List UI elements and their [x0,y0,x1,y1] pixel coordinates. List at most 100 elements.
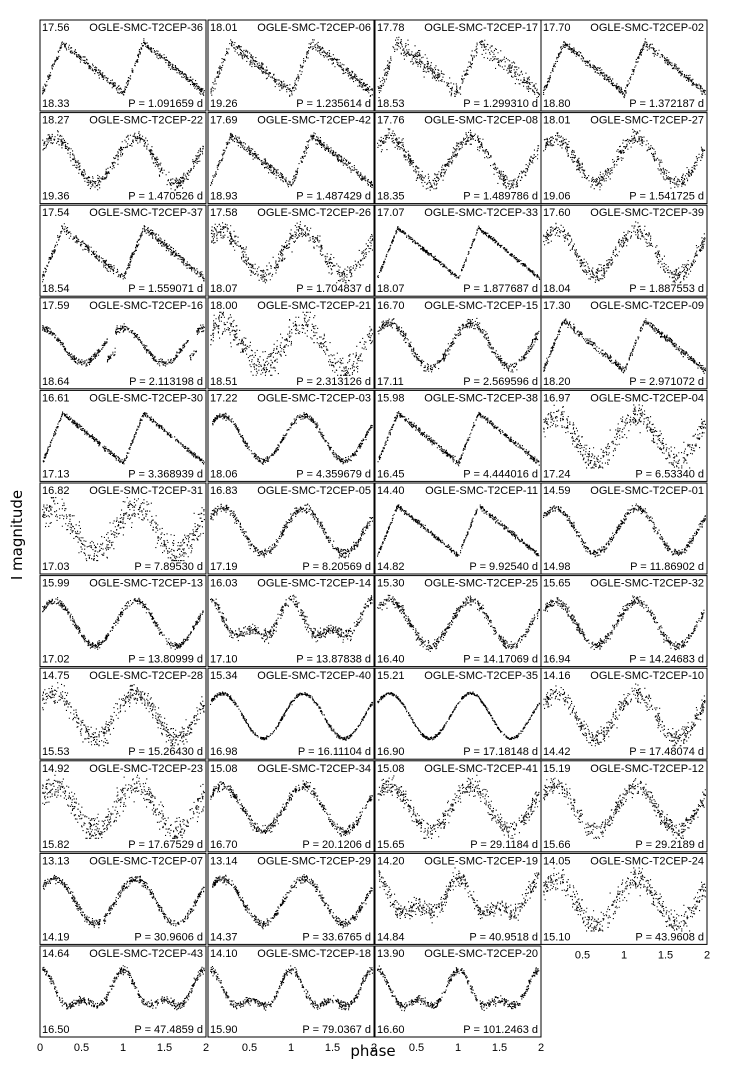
panel-mag-top: 15.98 [377,392,405,404]
panel-frame [39,852,207,945]
panel-mag-top: 14.59 [543,485,571,497]
panel-frame [207,482,375,575]
panel-star-name: OGLE-SMC-T2CEP-26 [257,207,371,219]
panel-mag-bottom: 19.36 [42,191,70,203]
panel-mag-bottom: 18.33 [42,98,70,110]
panel-frame [207,19,375,112]
light-curve-points [377,594,540,652]
panel-period: P = 1.887553 d [629,283,704,295]
light-curve-points [543,318,706,374]
panel-period: P = 101.2463 d [463,1024,538,1036]
light-curve-points [210,311,373,376]
panel-mag-bottom: 14.19 [42,931,70,943]
panel-star-name: OGLE-SMC-T2CEP-10 [590,670,704,682]
panel-star-name: OGLE-SMC-T2CEP-20 [424,948,538,960]
panel-mag-bottom: 18.35 [377,191,405,203]
light-curve-points [543,595,705,651]
panel-star-name: OGLE-SMC-T2CEP-17 [424,22,538,34]
panel-star-name: OGLE-SMC-T2CEP-19 [424,855,538,867]
light-curve-panel: 17.58 OGLE-SMC-T2CEP-26 18.07 P = 1.704837 … [207,204,375,297]
panel-frame [374,575,542,668]
panel-period: P = 1.877687 d [463,283,538,295]
panel-period: P = 4.444016 d [463,468,538,480]
light-curve-points [210,691,374,741]
light-curve-points [212,412,373,465]
panel-frame [207,667,375,760]
panel-frame [39,204,207,297]
panel-mag-bottom: 17.13 [42,468,70,480]
panel-star-name: OGLE-SMC-T2CEP-25 [424,578,538,590]
panel-period: P = 1.559071 d [128,283,203,295]
light-curve-points [543,777,706,839]
panel-mag-top: 16.70 [377,300,405,312]
panel-mag-bottom: 17.19 [210,561,238,573]
panel-star-name: OGLE-SMC-T2CEP-02 [590,22,704,34]
x-tick-label: 1.5 [492,1042,507,1054]
column4-x-axis-ticks: 0.5 1 1.5 2 [575,949,710,961]
panel-star-name: OGLE-SMC-T2CEP-35 [424,670,538,682]
light-curve-panel: 14.16 OGLE-SMC-T2CEP-10 14.42 P = 17.48074 … [540,667,708,760]
light-curve-panel: 15.30 OGLE-SMC-T2CEP-25 16.40 P = 14.17069 … [374,575,542,668]
panel-mag-top: 14.40 [377,485,405,497]
panel-frame [540,667,708,760]
panel-star-name: OGLE-SMC-T2CEP-18 [257,948,371,960]
panel-frame [374,852,542,945]
light-curve-points [42,223,205,283]
x-tick-label: 2 [704,949,710,961]
light-curve-points [377,225,541,280]
panel-mag-top: 15.65 [543,578,571,590]
light-curve-panel: 16.70 OGLE-SMC-T2CEP-15 17.11 P = 2.569596 … [374,297,542,390]
panel-star-name: OGLE-SMC-T2CEP-40 [257,670,371,682]
panel-mag-top: 17.59 [42,300,70,312]
panel-frame [39,575,207,668]
light-curve-panel: 13.14 OGLE-SMC-T2CEP-29 14.37 P = 33.6765 d [207,852,375,945]
panel-period: P = 4.359679 d [296,468,371,480]
light-curve-points [210,780,373,837]
panel-mag-top: 14.20 [377,855,405,867]
panel-mag-top: 16.83 [210,485,238,497]
panel-frame [374,297,542,390]
panel-star-name: OGLE-SMC-T2CEP-01 [590,485,704,497]
panel-period: P = 43.9608 d [635,931,704,943]
panel-star-name: OGLE-SMC-T2CEP-09 [590,300,704,312]
light-curve-panel: 17.56 OGLE-SMC-T2CEP-36 18.33 P = 1.091659 … [39,19,207,112]
panel-mag-bottom: 16.90 [377,746,405,758]
panel-mag-bottom: 19.06 [543,191,571,203]
light-curve-points [543,38,706,99]
panel-mag-bottom: 18.53 [377,98,405,110]
light-curve-panel: 17.54 OGLE-SMC-T2CEP-37 18.54 P = 1.559071 … [39,204,207,297]
panel-frame [374,945,542,1038]
panel-frame [39,19,207,112]
x-axis-label: phase [350,1042,395,1060]
panel-star-name: OGLE-SMC-T2CEP-03 [257,392,371,404]
light-curve-points [377,128,540,191]
panel-star-name: OGLE-SMC-T2CEP-04 [590,392,704,404]
panel-mag-top: 17.22 [210,392,238,404]
panel-mag-bottom: 19.26 [210,98,238,110]
light-curve-panel: 16.83 OGLE-SMC-T2CEP-05 17.19 P = 8.20569 d [207,482,375,575]
panel-mag-top: 15.21 [377,670,405,682]
panel-frame [207,575,375,668]
light-curve-panel: 14.10 OGLE-SMC-T2CEP-18 15.90 P = 79.0367 d [207,945,375,1038]
panel-mag-bottom: 15.10 [543,931,571,943]
panel-star-name: OGLE-SMC-T2CEP-34 [257,763,371,775]
light-curve-points [210,503,374,559]
panel-star-name: OGLE-SMC-T2CEP-15 [424,300,538,312]
panel-mag-top: 16.03 [210,578,238,590]
panel-mag-bottom: 18.20 [543,376,571,388]
panel-period: P = 2.569596 d [463,376,538,388]
panel-mag-bottom: 17.24 [543,468,571,480]
panel-period: P = 30.9606 d [134,931,203,943]
panel-star-name: OGLE-SMC-T2CEP-32 [590,578,704,590]
light-curve-panel: 14.75 OGLE-SMC-T2CEP-28 15.53 P = 15.26430 … [39,667,207,760]
light-curve-panel: 13.13 OGLE-SMC-T2CEP-07 14.19 P = 30.9606 d [39,852,207,945]
light-curve-panel: 17.70 OGLE-SMC-T2CEP-02 18.80 P = 1.372187 … [540,19,708,112]
panel-period: P = 3.368939 d [128,468,203,480]
panel-mag-bottom: 18.06 [210,468,238,480]
panel-period: P = 1.235614 d [296,98,371,110]
panel-mag-top: 15.08 [377,763,405,775]
panel-mag-bottom: 18.04 [543,283,571,295]
panel-mag-top: 14.16 [543,670,571,682]
panel-mag-bottom: 15.66 [543,839,571,851]
light-curve-panel: 14.05 OGLE-SMC-T2CEP-24 15.10 P = 43.9608 d [540,852,708,945]
